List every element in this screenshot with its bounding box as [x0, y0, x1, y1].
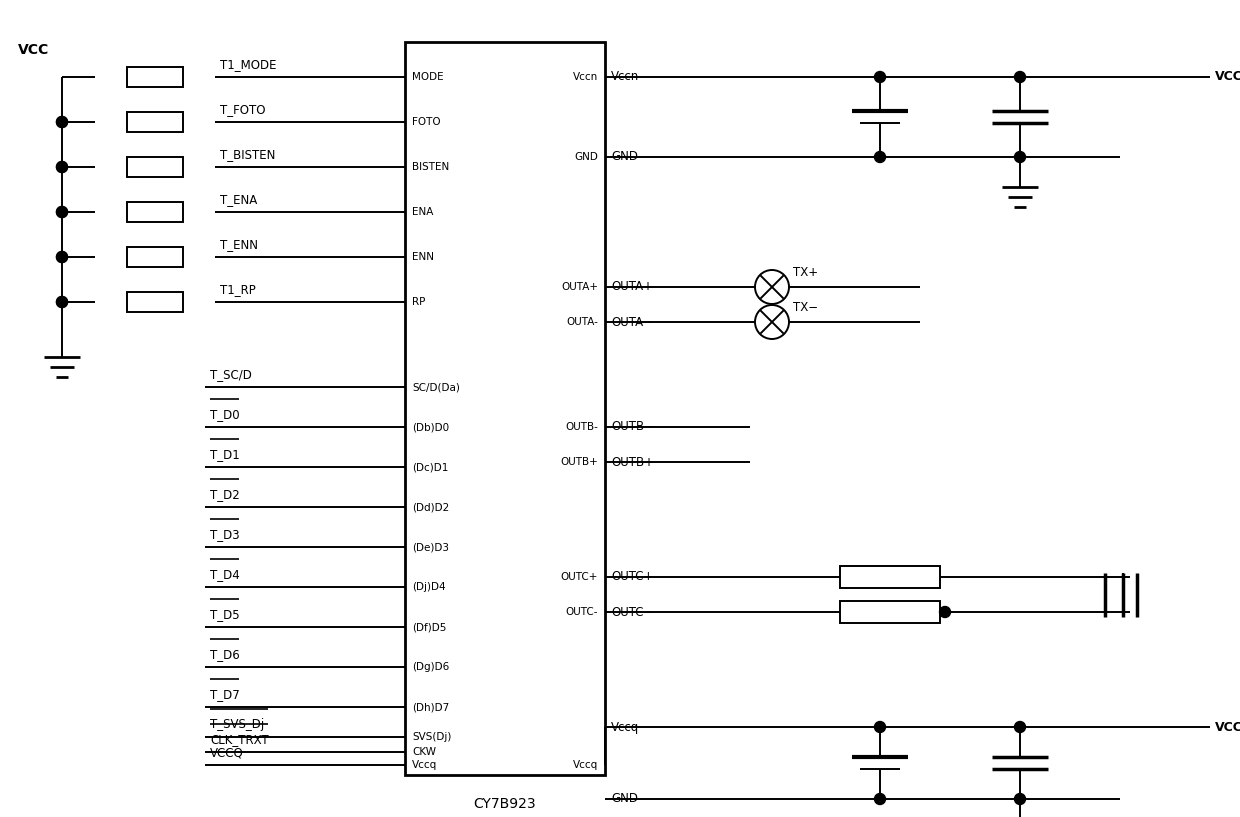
- Circle shape: [57, 207, 67, 217]
- Text: (Dj)D4: (Dj)D4: [412, 582, 445, 592]
- Circle shape: [57, 297, 67, 307]
- Text: OUTB+: OUTB+: [611, 456, 653, 468]
- Text: (Dh)D7: (Dh)D7: [412, 702, 449, 712]
- Text: GND: GND: [611, 792, 639, 806]
- Text: T_SVS_Dj: T_SVS_Dj: [210, 718, 264, 731]
- Text: T1_MODE: T1_MODE: [219, 58, 277, 71]
- Text: T_FOTO: T_FOTO: [219, 103, 265, 116]
- Text: CLK_TRXT: CLK_TRXT: [210, 733, 269, 746]
- Circle shape: [874, 151, 885, 163]
- Text: T_D1: T_D1: [210, 448, 239, 461]
- Text: BISTEN: BISTEN: [412, 162, 449, 172]
- Text: TX−: TX−: [794, 301, 818, 314]
- Text: CY7B923: CY7B923: [474, 797, 537, 811]
- Circle shape: [1014, 72, 1025, 83]
- Text: FOTO: FOTO: [412, 117, 440, 127]
- Circle shape: [1014, 151, 1025, 163]
- Circle shape: [57, 207, 67, 217]
- Text: GND: GND: [611, 150, 639, 163]
- Text: OUTA+: OUTA+: [611, 280, 653, 293]
- Text: VCCQ: VCCQ: [1215, 721, 1240, 734]
- Circle shape: [1014, 721, 1025, 733]
- Text: OUTB+: OUTB+: [560, 457, 598, 467]
- Text: OUTA-: OUTA-: [567, 317, 598, 327]
- Text: T_D7: T_D7: [210, 688, 239, 701]
- Text: OUTC−: OUTC−: [611, 605, 653, 618]
- Text: GND: GND: [574, 152, 598, 162]
- Text: (Df)D5: (Df)D5: [412, 622, 446, 632]
- Bar: [128, 202, 182, 222]
- Bar: [128, 112, 182, 132]
- Text: VCCN: VCCN: [1215, 70, 1240, 83]
- Text: Vccq: Vccq: [412, 760, 438, 770]
- Circle shape: [57, 117, 67, 127]
- Text: Vccn: Vccn: [573, 72, 598, 82]
- Text: T_D0: T_D0: [210, 408, 239, 421]
- Text: (Dg)D6: (Dg)D6: [412, 662, 449, 672]
- Text: OUTB−: OUTB−: [611, 421, 653, 434]
- Text: TX+: TX+: [794, 266, 818, 279]
- Circle shape: [755, 305, 789, 339]
- Bar: [128, 157, 182, 177]
- Text: (De)D3: (De)D3: [412, 542, 449, 552]
- Circle shape: [57, 252, 67, 262]
- Text: T_D2: T_D2: [210, 488, 239, 501]
- Bar: [128, 67, 182, 87]
- Text: T_SC/D: T_SC/D: [210, 368, 252, 381]
- Circle shape: [874, 72, 885, 83]
- Bar: [839, 601, 940, 623]
- Text: T_D5: T_D5: [210, 608, 239, 621]
- Text: (Db)D0: (Db)D0: [412, 422, 449, 432]
- Text: OUTC-: OUTC-: [565, 607, 598, 617]
- Text: T_ENN: T_ENN: [219, 238, 258, 251]
- Text: ENN: ENN: [412, 252, 434, 262]
- Circle shape: [874, 793, 885, 805]
- Circle shape: [57, 162, 67, 172]
- Text: T_ENA: T_ENA: [219, 193, 257, 206]
- Text: ENA: ENA: [412, 207, 433, 217]
- Bar: [128, 292, 182, 312]
- Text: CKW: CKW: [412, 747, 436, 757]
- Bar: [128, 247, 182, 267]
- Text: MODE: MODE: [412, 72, 444, 82]
- Text: SC/D(Da): SC/D(Da): [412, 382, 460, 392]
- Text: OUTA+: OUTA+: [560, 282, 598, 292]
- Text: T1_RP: T1_RP: [219, 283, 255, 296]
- Text: VCC: VCC: [19, 43, 50, 57]
- Bar: [405, 42, 605, 775]
- Text: Vccq: Vccq: [611, 721, 640, 734]
- Text: T_D4: T_D4: [210, 568, 239, 581]
- Text: OUTA−: OUTA−: [611, 315, 653, 328]
- Text: (Dc)D1: (Dc)D1: [412, 462, 449, 472]
- Circle shape: [57, 297, 67, 307]
- Text: (Dd)D2: (Dd)D2: [412, 502, 449, 512]
- Text: OUTC+: OUTC+: [611, 570, 653, 583]
- Circle shape: [1014, 793, 1025, 805]
- Text: VCCQ: VCCQ: [210, 746, 244, 759]
- Circle shape: [57, 162, 67, 172]
- Circle shape: [940, 606, 951, 618]
- Text: OUTC+: OUTC+: [560, 572, 598, 582]
- Text: Vccq: Vccq: [573, 760, 598, 770]
- Text: SVS(Dj): SVS(Dj): [412, 732, 451, 742]
- Text: RP: RP: [412, 297, 425, 307]
- Text: T_D6: T_D6: [210, 648, 239, 661]
- Circle shape: [755, 270, 789, 304]
- Text: T_D3: T_D3: [210, 528, 239, 541]
- Circle shape: [874, 721, 885, 733]
- Text: OUTB-: OUTB-: [565, 422, 598, 432]
- Circle shape: [57, 117, 67, 127]
- Circle shape: [57, 252, 67, 262]
- Bar: [839, 566, 940, 588]
- Text: T_BISTEN: T_BISTEN: [219, 148, 275, 161]
- Text: Vccn: Vccn: [611, 70, 640, 83]
